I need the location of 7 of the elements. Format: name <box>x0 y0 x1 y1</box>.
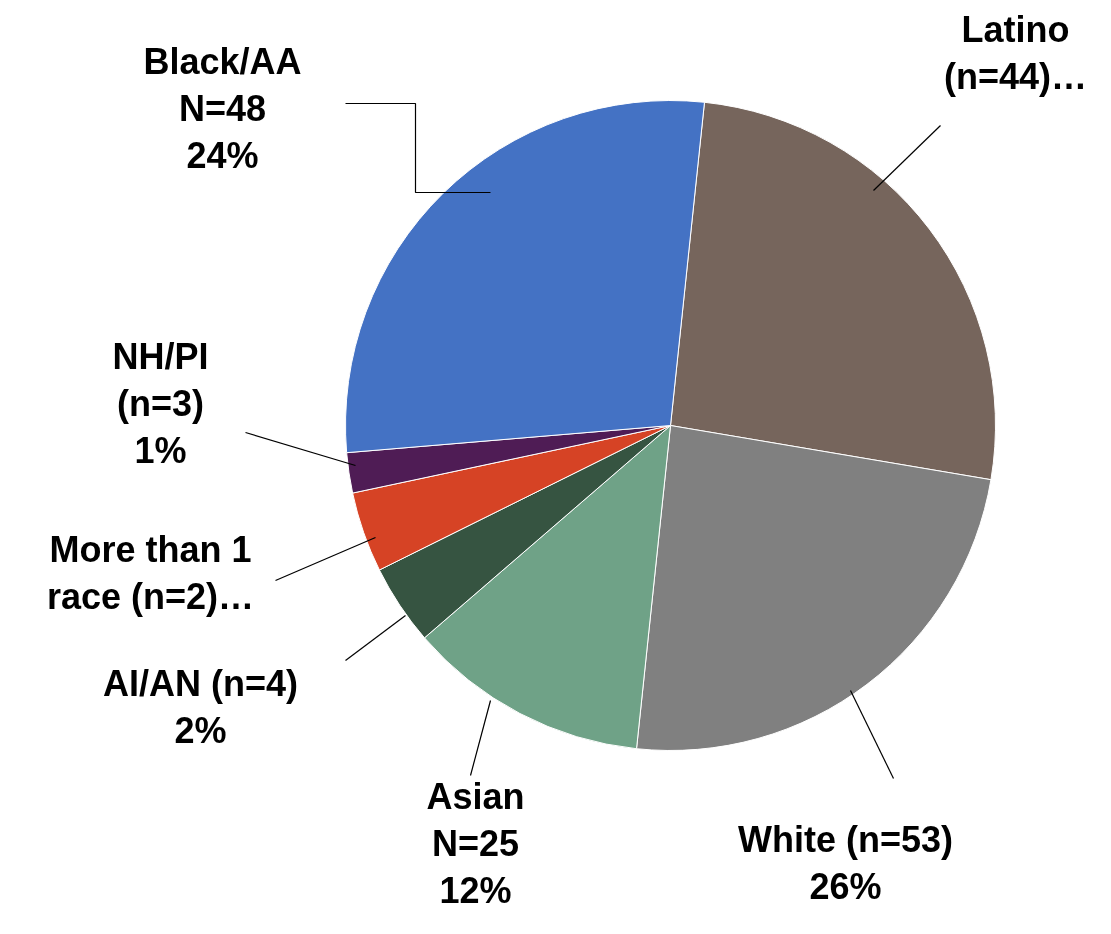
slice-label: Latino (n=44)… <box>943 8 1088 97</box>
slice-label: Black/AA N=48 24% <box>143 40 302 176</box>
slice-label: More than 1 race (n=2)… <box>46 528 255 617</box>
slice-label: White (n=53) 26% <box>737 818 954 907</box>
slice-label: Asian N=25 12% <box>426 775 525 911</box>
slice-label: NH/PI (n=3) 1% <box>112 335 209 471</box>
slice-label: AI/AN (n=4) 2% <box>102 662 299 751</box>
